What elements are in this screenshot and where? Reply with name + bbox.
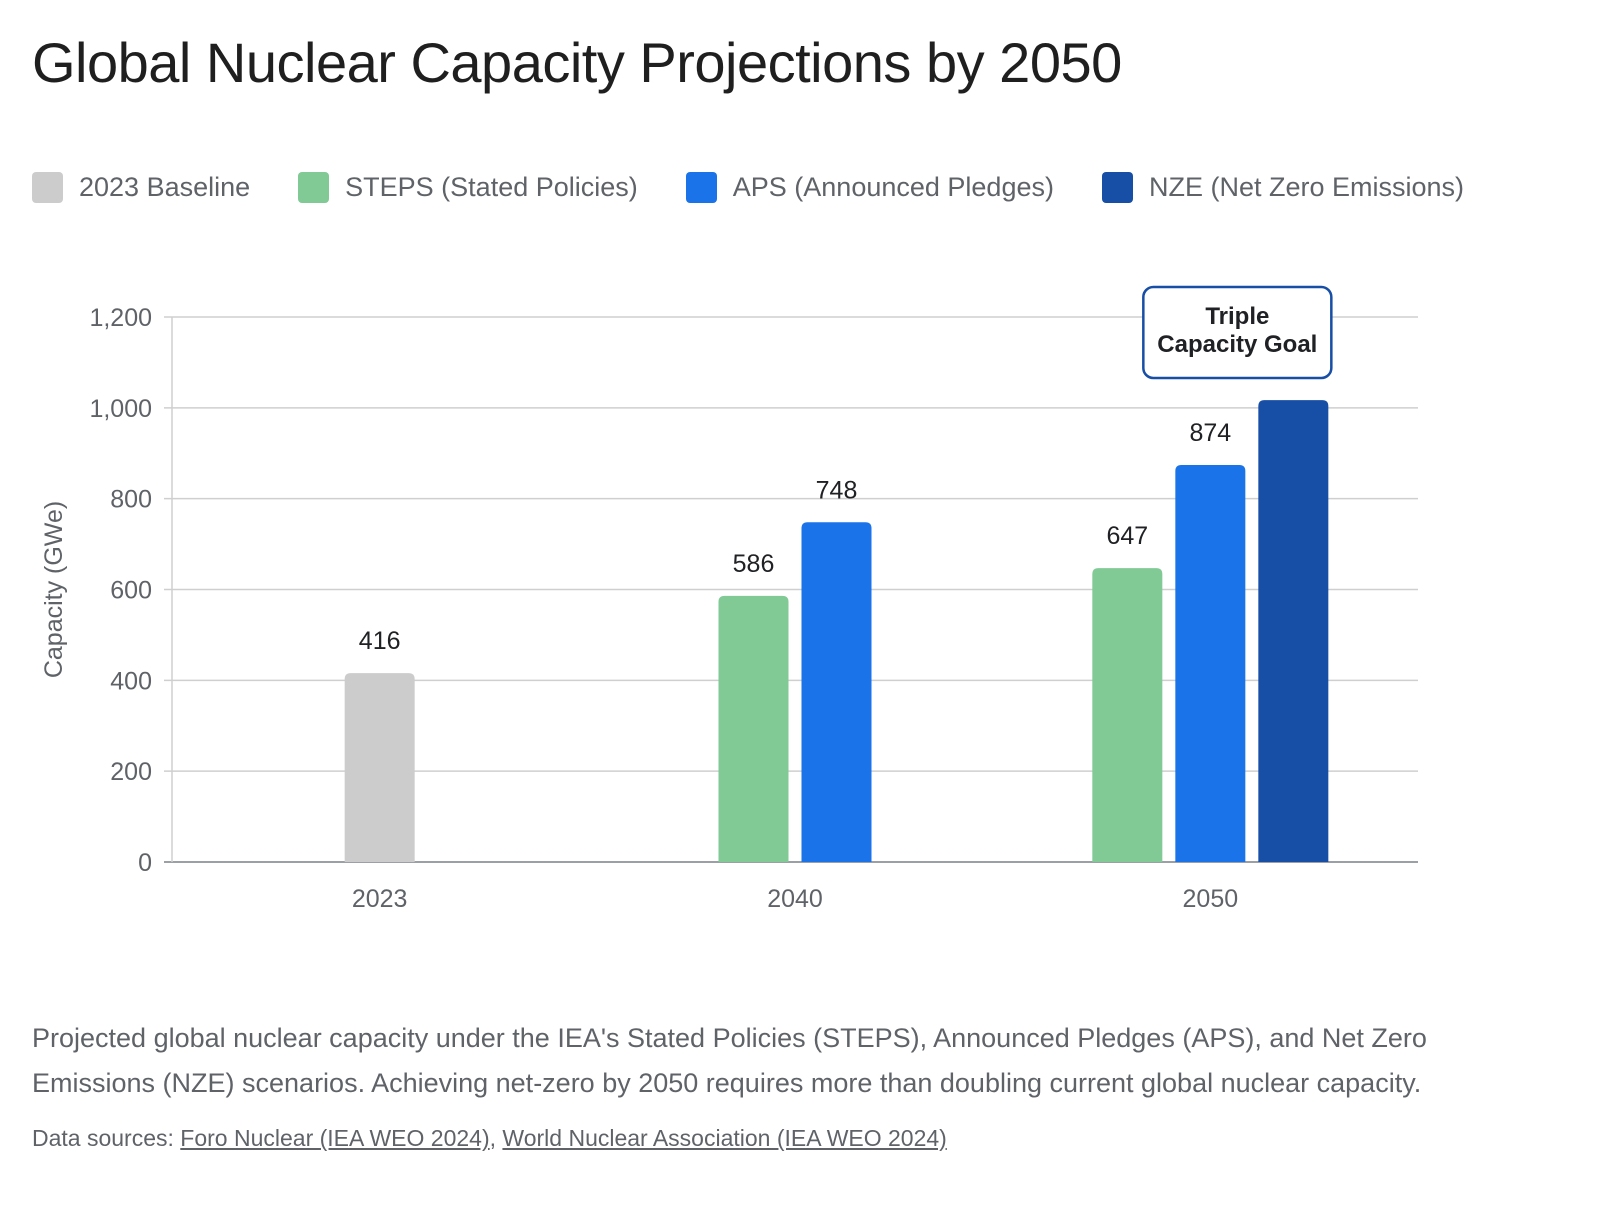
x-tick-label: 2050 <box>1183 885 1239 913</box>
data-label-2023-baseline-2023: 416 <box>359 627 401 655</box>
annotation-text: Triple <box>1205 303 1269 330</box>
legend-item-steps-stated-policies: STEPS (Stated Policies) <box>298 172 638 203</box>
chart-plot: 0 200 400 600 800 1,000 1,200 Capacity (GWe) 416… <box>40 285 1418 913</box>
data-label-steps-stated-policies-2040: 586 <box>733 550 775 578</box>
legend-label-2023-baseline: 2023 Baseline <box>79 172 251 202</box>
bar-aps-announced-pledges-2050 <box>1175 465 1246 862</box>
legend-swatch-steps-stated-policies <box>298 172 330 203</box>
y-tick-label: 1,000 <box>89 395 152 423</box>
sources-separator: , <box>489 1125 503 1151</box>
legend-swatch-2023-baseline <box>32 172 63 203</box>
legend-label-aps-announced-pledges: APS (Announced Pledges) <box>732 172 1054 202</box>
chart-caption: Projected global nuclear capacity under … <box>32 1023 1427 1098</box>
legend-item-2023-baseline: 2023 Baseline <box>32 172 250 203</box>
chart-title: Global Nuclear Capacity Projections by 2… <box>32 31 1122 94</box>
y-tick-label: 1,200 <box>89 304 152 332</box>
legend-item-nze-net-zero-emissions: NZE (Net Zero Emissions) <box>1101 172 1465 203</box>
data-label-steps-stated-policies-2050: 647 <box>1106 522 1148 550</box>
legend-item-aps-announced-pledges: APS (Announced Pledges) <box>685 172 1054 203</box>
legend-label-steps-stated-policies: STEPS (Stated Policies) <box>345 172 638 202</box>
source-link-world-nuclear-association[interactable]: World Nuclear Association (IEA WEO 2024) <box>502 1125 947 1151</box>
legend-label-nze-net-zero-emissions: NZE (Net Zero Emissions) <box>1148 172 1465 202</box>
y-tick-label: 800 <box>110 486 152 514</box>
data-label-aps-announced-pledges-2050: 874 <box>1189 419 1231 447</box>
annotation-text: Capacity Goal <box>1157 331 1317 358</box>
bar-steps-stated-policies-2040 <box>718 595 789 862</box>
y-tick-label: 0 <box>138 849 152 877</box>
bar-nze-net-zero-emissions-2050 <box>1258 400 1329 862</box>
legend-swatch-aps-announced-pledges <box>685 172 717 203</box>
x-tick-label: 2023 <box>352 885 408 913</box>
annotation-box <box>1142 285 1333 380</box>
y-tick-label: 200 <box>110 758 152 786</box>
y-tick-label: 400 <box>110 667 152 695</box>
y-axis-label: Capacity (GWe) <box>40 501 68 678</box>
bar-aps-announced-pledges-2040 <box>801 522 872 862</box>
source-link-foro-nuclear[interactable]: Foro Nuclear (IEA WEO 2024) <box>180 1125 490 1151</box>
bar-steps-stated-policies-2050 <box>1092 568 1163 862</box>
data-sources: Data sources: Foro Nuclear (IEA WEO 2024… <box>32 1125 947 1152</box>
legend-swatch-nze-net-zero-emissions <box>1101 172 1133 203</box>
chart-legend: 2023 Baseline STEPS (Stated Policies) APS … <box>32 172 1464 203</box>
bar-2023-baseline-2023 <box>344 673 415 862</box>
x-tick-label: 2040 <box>767 885 823 913</box>
y-tick-label: 600 <box>110 577 152 605</box>
sources-label: Data sources: <box>32 1125 181 1151</box>
data-label-aps-announced-pledges-2040: 748 <box>816 476 858 504</box>
